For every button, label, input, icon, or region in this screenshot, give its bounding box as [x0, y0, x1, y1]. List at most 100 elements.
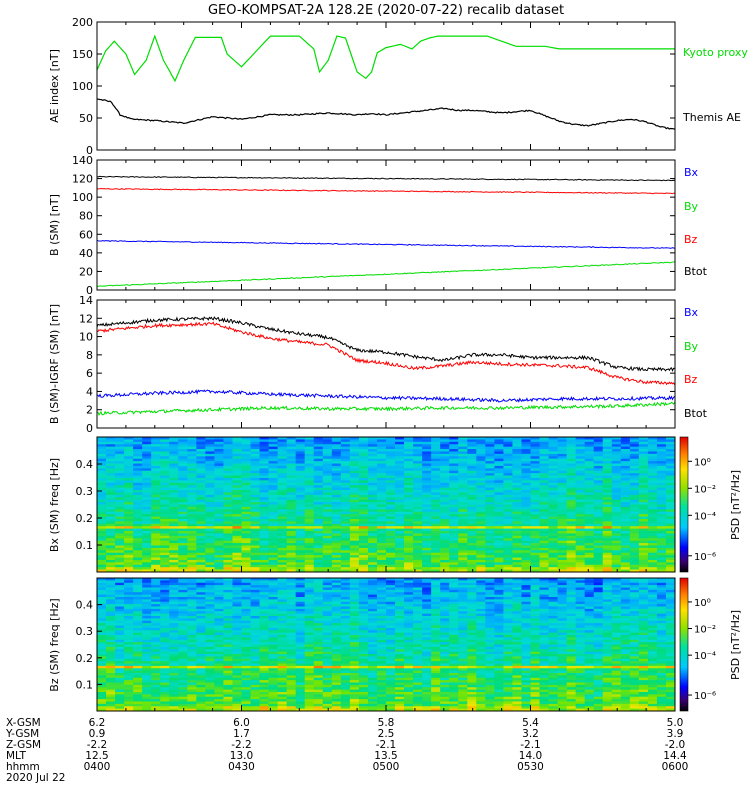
spectrogram-cell: [196, 658, 206, 662]
spectrogram-cell: [304, 531, 315, 534]
spectrogram-cell: [557, 473, 568, 476]
spectrogram-cell: [395, 439, 405, 443]
spectrogram-cell: [196, 509, 206, 513]
spectrogram-cell: [250, 599, 260, 603]
spectrogram-cell: [97, 535, 107, 539]
spectrogram-cell: [160, 451, 170, 455]
spectrogram-cell: [169, 680, 179, 683]
spectrogram-cell: [268, 449, 279, 452]
spectrogram-cell: [386, 439, 396, 443]
spectrogram-cell: [250, 485, 260, 489]
spectrogram-cell: [395, 468, 405, 472]
spectrogram-cell: [485, 504, 495, 508]
spectrogram-cell: [386, 468, 396, 472]
spectrogram-cell: [106, 637, 116, 641]
spectrogram-cell: [340, 473, 351, 476]
spectrogram-cell: [133, 543, 143, 546]
spectrogram-cell: [241, 533, 251, 537]
spectrogram-cell: [187, 516, 197, 520]
spectrogram-cell: [295, 569, 306, 573]
spectrogram-cell: [160, 468, 170, 472]
spectrogram-cell: [277, 490, 288, 493]
spectrogram-cell: [205, 649, 215, 653]
spectrogram-cell: [665, 562, 676, 566]
spectrogram-cell: [602, 509, 613, 513]
spectrogram-cell: [611, 547, 622, 551]
spectrogram-cell: [503, 564, 513, 568]
spectrogram-cell: [647, 506, 658, 510]
spectrogram-cell: [259, 509, 269, 513]
spectrogram-cell: [178, 637, 188, 641]
spectrogram-cell: [440, 547, 450, 551]
spectrogram-cell: [214, 673, 224, 676]
spectrogram-cell: [232, 547, 242, 551]
spectrogram-cell: [611, 473, 622, 476]
spectrogram-cell: [647, 463, 658, 467]
spectrogram-cell: [295, 480, 306, 484]
spectrogram-cell: [205, 587, 215, 591]
spectrogram-cell: [557, 528, 568, 532]
spectrogram-cell: [205, 446, 215, 450]
spectrogram-cell: [503, 543, 513, 546]
spectrogram-cell: [133, 632, 143, 636]
spectrogram-cell: [160, 490, 170, 493]
spectrogram-cell: [97, 613, 107, 617]
spectrogram-cell: [250, 463, 260, 467]
spectrogram-cell: [557, 470, 568, 474]
spectrogram-cell: [566, 465, 577, 469]
spectrogram-cell: [214, 692, 224, 695]
spectrogram-cell: [440, 477, 450, 481]
spectrogram-cell: [151, 569, 161, 573]
spectrogram-cell: [431, 451, 441, 455]
spectrogram-cell: [322, 492, 333, 496]
spectrogram-cell: [160, 649, 170, 653]
spectrogram-cell: [566, 552, 577, 556]
spectrogram-cell: [584, 453, 595, 457]
spectrogram-cell: [395, 463, 405, 467]
spectrogram-cell: [214, 444, 224, 448]
spectrogram-cell: [503, 511, 513, 515]
spectrogram-cell: [214, 492, 224, 496]
spectrogram-cell: [214, 441, 224, 445]
spectrogram-cell: [638, 569, 649, 573]
spectrogram-cell: [367, 569, 378, 573]
spectrogram-cell: [494, 543, 504, 546]
spectrogram-cell: [214, 587, 224, 591]
spectrogram-cell: [250, 608, 260, 612]
spectrogram-cell: [611, 528, 622, 532]
spectrogram-cell: [259, 644, 269, 648]
spectrogram-cell: [349, 502, 360, 505]
spectrogram-cell: [133, 494, 143, 498]
spectrogram-cell: [395, 477, 405, 481]
spectrogram-cell: [656, 569, 667, 573]
spectrogram-cell: [214, 699, 224, 702]
spectrogram-cell: [277, 594, 288, 598]
spectrogram-cell: [196, 646, 206, 650]
spectrogram-cell: [259, 623, 269, 626]
spectrogram-cell: [367, 509, 378, 513]
spectrogram-cell: [178, 499, 188, 503]
spectrogram-cell: [178, 550, 188, 554]
spectrogram-cell: [250, 594, 260, 598]
spectrogram-cell: [115, 642, 125, 645]
spectrogram-cell: [376, 504, 387, 508]
spectrogram-cell: [169, 569, 179, 573]
spectrogram-cell: [629, 475, 640, 479]
spectrogram-cell: [530, 502, 540, 505]
spectrogram-cell: [584, 562, 595, 566]
spectrogram-cell: [322, 470, 333, 474]
spectrogram-cell: [566, 526, 577, 530]
spectrogram-cell: [160, 502, 170, 505]
spectrogram-cell: [367, 475, 378, 479]
spectrogram-cell: [494, 531, 504, 534]
spectrogram-cell: [539, 492, 549, 496]
spectrogram-cell: [268, 699, 279, 702]
spectrogram-cell: [115, 597, 125, 600]
spectrogram-cell: [268, 646, 279, 650]
spectrogram-cell: [295, 540, 306, 544]
spectrogram-cell: [250, 677, 260, 681]
spectrogram-cell: [115, 562, 125, 566]
spectrogram-cell: [485, 518, 495, 522]
spectrogram-cell: [268, 439, 279, 443]
spectrogram-cell: [584, 461, 595, 464]
